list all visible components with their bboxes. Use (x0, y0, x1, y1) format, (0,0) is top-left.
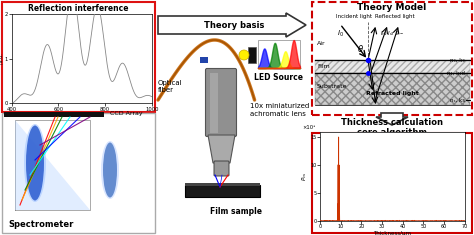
Text: $I_{r1}$ $I_{r2}$ $I_{r-}$: $I_{r1}$ $I_{r2}$ $I_{r-}$ (380, 29, 404, 38)
Y-axis label: Spectral
Intensity
/a.u.: Spectral Intensity /a.u. (0, 48, 3, 70)
Text: Refracted light: Refracted light (365, 90, 419, 95)
Text: Incident light: Incident light (336, 14, 372, 19)
Text: Film sample: Film sample (210, 207, 262, 216)
Bar (2, 113, 155, 233)
Text: Reflected light: Reflected light (375, 14, 415, 19)
Text: Film: Film (317, 64, 330, 69)
Ellipse shape (24, 124, 46, 202)
Polygon shape (208, 135, 235, 163)
Bar (258, 40, 300, 68)
FancyArrow shape (158, 13, 306, 37)
FancyBboxPatch shape (206, 68, 237, 137)
Text: n₀, k₀: n₀, k₀ (450, 58, 465, 63)
Bar (185, 183, 260, 186)
Text: $I_0$: $I_0$ (337, 29, 344, 39)
Text: LED Source: LED Source (255, 73, 303, 82)
Bar (315, 73, 470, 105)
Ellipse shape (239, 50, 249, 60)
Text: nₛ, ks: nₛ, ks (450, 98, 465, 102)
X-axis label: Thickness/μm: Thickness/μm (373, 231, 411, 235)
Bar (315, 73, 470, 105)
Bar (200, 57, 208, 63)
Text: Substrate: Substrate (317, 85, 347, 90)
Text: Theory basis: Theory basis (204, 20, 264, 30)
FancyArrow shape (376, 113, 408, 125)
Bar (315, 27, 470, 60)
Text: Theory Model: Theory Model (357, 3, 427, 12)
Text: Reflection interference
spectrum: Reflection interference spectrum (28, 4, 128, 24)
Text: CCD Array: CCD Array (110, 111, 143, 117)
Ellipse shape (26, 125, 44, 200)
Bar (315, 60, 470, 73)
Bar (315, 60, 470, 73)
Text: n₁, k₁d: n₁, k₁d (447, 70, 465, 75)
FancyBboxPatch shape (214, 161, 229, 176)
Bar (185, 185, 260, 197)
Text: 10x miniaturized
achromatic lens: 10x miniaturized achromatic lens (250, 103, 309, 117)
Bar (4, 112, 104, 117)
Bar (210, 73, 218, 133)
Bar (312, 133, 472, 233)
Bar (312, 2, 472, 115)
Y-axis label: $P_{cs}$: $P_{cs}$ (300, 172, 309, 181)
Text: Thickness calculation
result: Thickness calculation result (341, 135, 443, 154)
Ellipse shape (101, 141, 119, 199)
Text: Air: Air (317, 41, 326, 46)
Text: Spectrometer: Spectrometer (8, 220, 73, 229)
Bar (248, 47, 256, 63)
Text: Optical
fiber: Optical fiber (158, 81, 182, 94)
Ellipse shape (103, 142, 117, 197)
Text: ×10⁵: ×10⁵ (302, 125, 316, 130)
Text: θ: θ (357, 46, 363, 55)
Text: Thickness calculation
core algorithm: Thickness calculation core algorithm (341, 118, 443, 137)
Bar (2, 2, 155, 112)
Polygon shape (15, 120, 90, 210)
